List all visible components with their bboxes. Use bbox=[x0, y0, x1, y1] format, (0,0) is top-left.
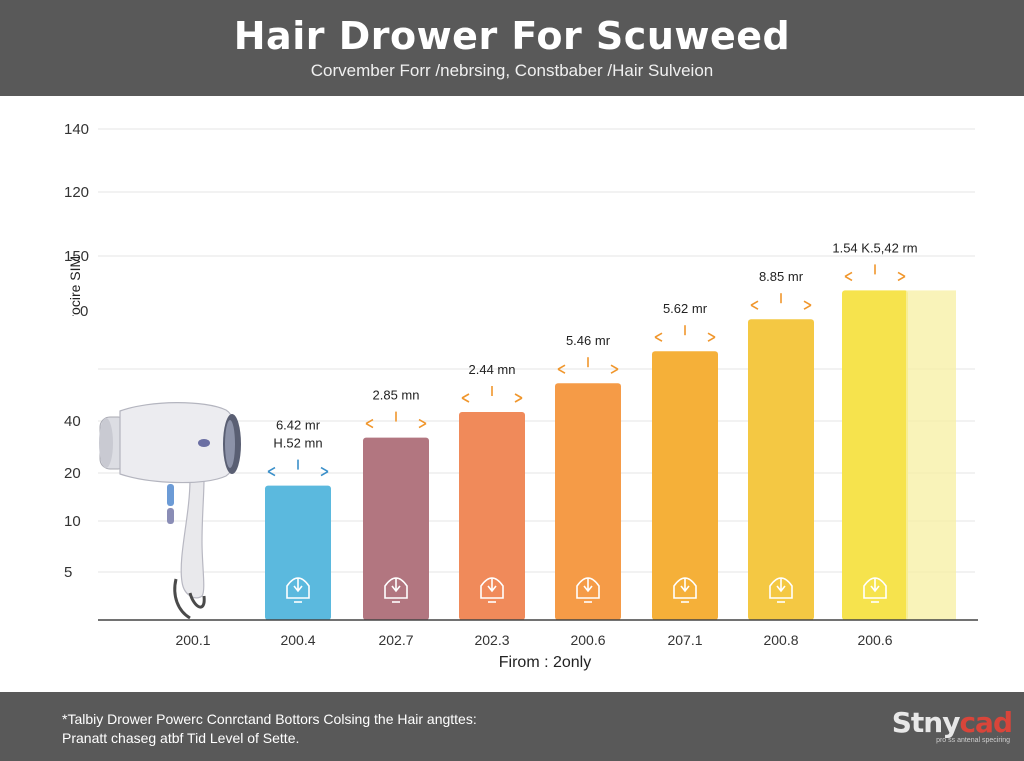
y-tick-label: 10 bbox=[64, 513, 81, 530]
hair-dryer-hood-icon bbox=[863, 577, 887, 603]
logo-tagline: pro ss antenal speciring bbox=[936, 737, 1010, 744]
data-label: 8.85 mr bbox=[759, 269, 804, 284]
data-label: 5.62 mr bbox=[663, 301, 708, 316]
x-tick-label: 200.1 bbox=[175, 632, 210, 648]
y-tick-label: 20 bbox=[64, 465, 81, 482]
hair-dryer-hood-icon bbox=[576, 577, 600, 603]
bar-series bbox=[265, 290, 956, 620]
hair-dryer-hood-icon bbox=[673, 577, 697, 603]
data-label: 1.54 K.5,42 rm bbox=[832, 240, 917, 255]
logo-accent-text: cad bbox=[959, 706, 1013, 739]
y-tick-label: 120 bbox=[64, 184, 89, 201]
bar bbox=[555, 383, 621, 620]
bar-glow bbox=[906, 290, 956, 620]
data-labels: 90.24 nm6.42 mrH.52 mn2.85 mn2.44 mn5.46… bbox=[162, 240, 918, 477]
data-label: H.52 mn bbox=[273, 436, 322, 451]
data-label: 6.42 mr bbox=[276, 418, 321, 433]
x-tick-label: 207.1 bbox=[667, 632, 702, 648]
footnote-line-2: Pranatt chaseg atbf Tid Level of Sette. bbox=[62, 730, 300, 746]
data-label: 5.46 mr bbox=[566, 333, 611, 348]
x-tick-label: 200.6 bbox=[857, 632, 892, 648]
bar bbox=[652, 351, 718, 620]
y-tick-label: 40 bbox=[64, 413, 81, 430]
x-axis-ticks: 200.1 200.4 202.7 202.3 200.6 207.1 200.8 200.6 bbox=[175, 632, 892, 648]
x-tick-label: 200.8 bbox=[763, 632, 798, 648]
chart-title: Hair Drower For Scuweed bbox=[233, 14, 791, 58]
hair-dryer-icon bbox=[99, 402, 241, 620]
dimension-arrow-icon bbox=[461, 386, 523, 403]
x-tick-label: 202.3 bbox=[474, 632, 509, 648]
hair-dryer-hood-icon bbox=[384, 577, 408, 603]
data-label: 2.85 mn bbox=[373, 388, 420, 403]
footer-banner: *Talbiy Drower Powerc Conrctand Bottors … bbox=[0, 692, 1024, 761]
logo-main-text: Stny bbox=[891, 706, 961, 739]
x-tick-label: 200.4 bbox=[280, 632, 315, 648]
y-axis-ticks: 5 10 20 40 150 120 140 0 bbox=[64, 121, 89, 581]
hair-dryer-hood-icon bbox=[769, 577, 793, 603]
bar bbox=[363, 437, 429, 620]
y-tick-label: 0 bbox=[80, 303, 88, 320]
bar bbox=[265, 485, 331, 620]
y-label-backdrop bbox=[50, 316, 80, 376]
bar bbox=[842, 290, 908, 620]
hair-dryer-hood-icon bbox=[286, 577, 310, 603]
x-axis-label: Firom : 2only bbox=[499, 654, 591, 671]
header-banner: Hair Drower For Scuweed Corvember Forr /… bbox=[0, 0, 1024, 96]
y-tick-label: 140 bbox=[64, 121, 89, 138]
dimension-arrow-icon bbox=[557, 357, 619, 374]
x-tick-label: 200.6 bbox=[570, 632, 605, 648]
data-label: 2.44 mn bbox=[469, 362, 516, 377]
gridlines bbox=[98, 128, 975, 573]
y-tick-label: 150 bbox=[64, 248, 89, 265]
bar bbox=[748, 319, 814, 620]
dimension-arrow-icon bbox=[654, 325, 716, 342]
dimension-arrow-icon bbox=[750, 293, 812, 310]
bar bbox=[459, 412, 525, 620]
y-tick-label: 5 bbox=[64, 564, 72, 581]
brand-logo: Stnycad bbox=[891, 706, 1013, 739]
chart-subtitle: Corvember Forr /nebrsing, Constbaber /Ha… bbox=[310, 61, 714, 80]
dimension-arrow-icon bbox=[844, 264, 906, 282]
footnote-line-1: *Talbiy Drower Powerc Conrctand Bottors … bbox=[62, 711, 477, 727]
hair-dryer-hood-icon bbox=[480, 577, 504, 603]
x-tick-label: 202.7 bbox=[378, 632, 413, 648]
dimension-arrow-icon bbox=[365, 411, 427, 429]
dimension-arrow-icon bbox=[267, 459, 329, 477]
